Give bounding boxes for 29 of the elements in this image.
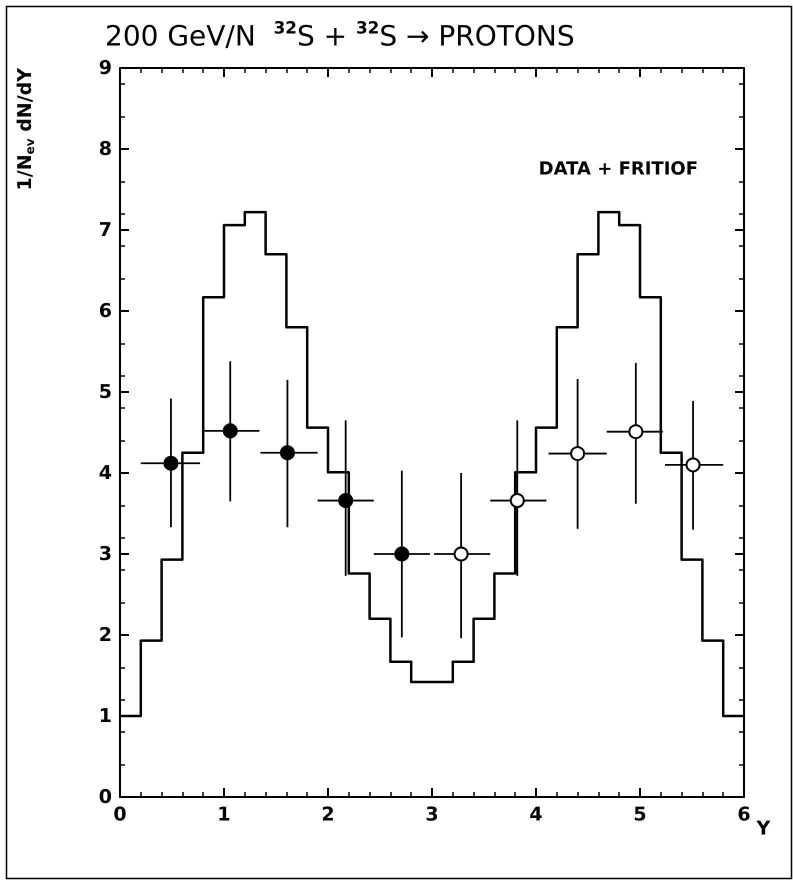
x-tick-label: 6 [737,804,751,826]
point [222,423,238,438]
point [163,456,178,471]
y-tick-label: 1 [98,705,112,727]
y-tick-label: 9 [98,57,112,79]
y-tick-label: 2 [98,624,112,646]
point [628,424,644,440]
y-tick-label: 5 [98,381,112,403]
point [394,546,410,562]
point [338,493,354,508]
y-tick-label: 6 [98,300,112,322]
x-tick-label: 2 [321,804,335,826]
point [280,445,295,460]
y-tick-label: 0 [98,786,112,808]
x-tick-label: 5 [633,804,647,826]
annotation: DATA + FRITIOF [538,158,698,180]
x-tick-label: 1 [217,804,231,826]
y-tick-label: 4 [98,462,112,484]
x-tick-label: 3 [425,804,439,826]
y-tick-label: 8 [98,138,112,160]
x-tick-label: 0 [113,804,127,826]
point [510,493,525,508]
point [454,546,469,562]
y-tick-label: 7 [98,219,112,241]
x-tick-label: 4 [529,804,543,826]
x-axis-title: Y [756,818,771,840]
point [686,457,701,472]
point [570,446,586,462]
y-tick-label: 3 [98,543,112,565]
